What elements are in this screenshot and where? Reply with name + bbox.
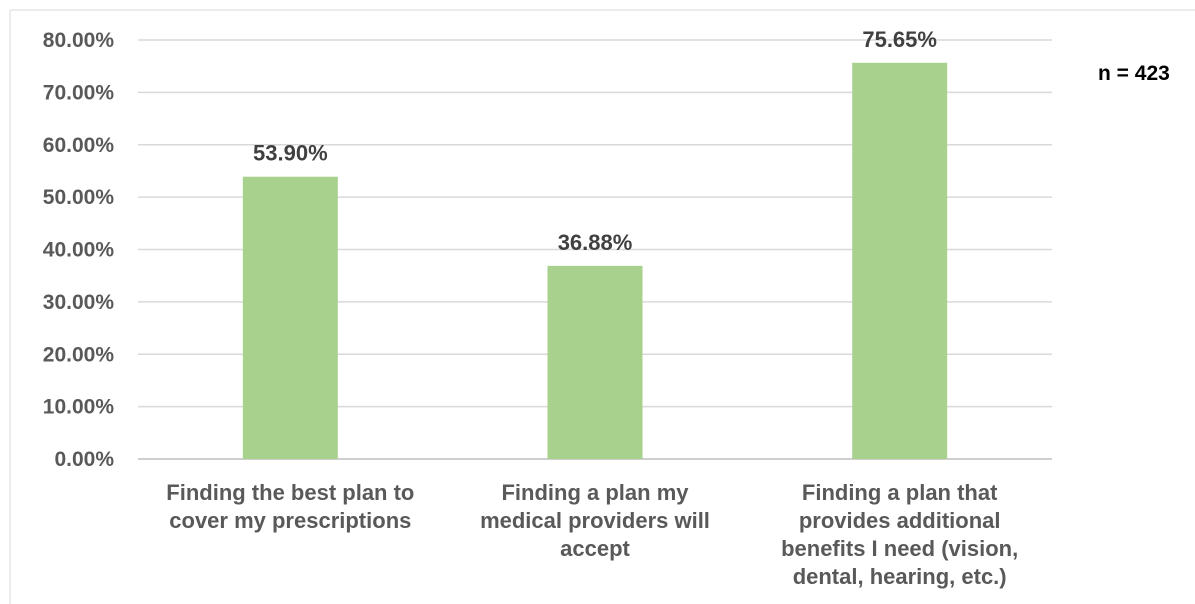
y-tick-label: 40.00%: [43, 239, 115, 262]
category-label: Finding the best plan to: [166, 480, 414, 505]
y-tick-label: 10.00%: [43, 396, 115, 419]
category-label: Finding a plan my: [501, 480, 689, 505]
y-tick-label: 30.00%: [43, 291, 115, 314]
y-tick-label: 60.00%: [43, 134, 115, 157]
category-label: dental, hearing, etc.): [793, 564, 1007, 589]
y-tick-label: 50.00%: [43, 186, 115, 209]
category-label: cover my prescriptions: [169, 508, 411, 533]
y-tick-label: 0.00%: [54, 448, 114, 471]
category-label: medical providers will: [480, 508, 710, 533]
category-label: benefits I need (vision,: [781, 536, 1018, 561]
bar: [852, 62, 948, 460]
y-tick-label: 20.00%: [43, 343, 115, 366]
category-label: provides additional: [799, 508, 1001, 533]
y-tick-label: 70.00%: [43, 81, 115, 104]
sample-size-annotation: n = 423: [1098, 62, 1170, 85]
data-label: 75.65%: [862, 27, 937, 52]
y-tick-label: 80.00%: [43, 29, 115, 52]
category-label: accept: [560, 536, 630, 561]
data-label: 53.90%: [253, 141, 328, 166]
data-label: 36.88%: [558, 230, 633, 255]
bar: [242, 176, 338, 460]
bar: [547, 265, 643, 459]
category-label: Finding a plan that: [802, 480, 998, 505]
